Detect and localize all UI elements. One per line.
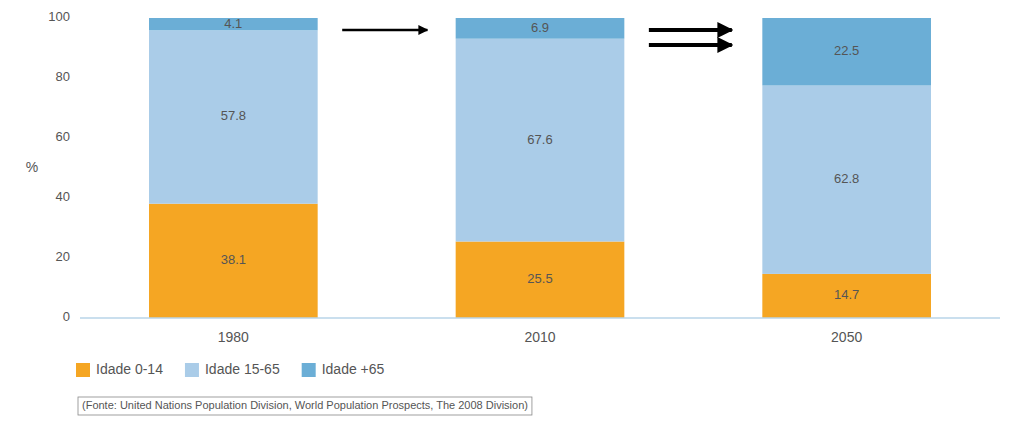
x-axis: 1980 2010 2050	[218, 329, 863, 345]
data-label: 57.8	[221, 108, 246, 123]
data-label: 4.1	[224, 16, 242, 31]
annotations: (Fonte: United Nations Population Divisi…	[78, 397, 532, 415]
bar-segment	[456, 18, 625, 39]
arrows	[342, 30, 732, 45]
source-box	[78, 397, 532, 415]
arrow	[342, 29, 427, 32]
x-axis-line	[80, 317, 1000, 319]
bar-segment	[456, 39, 625, 242]
bar-segment	[762, 274, 931, 318]
legend-label: Idade 0-14	[96, 361, 163, 377]
y-axis: 0 20 40 60 80 100%	[26, 9, 70, 324]
x-tick-label: 1980	[218, 329, 249, 345]
chart-container: 0 20 40 60 80 100% 38.1 25.5 14.7 57.8 67.6 62.8 4.1…	[0, 0, 1024, 434]
legend: Idade 0-14 Idade 15-65 Idade +65	[76, 361, 385, 377]
data-label: 6.9	[531, 20, 549, 35]
y-tick-label: 0	[63, 309, 70, 324]
bar-segment	[456, 242, 625, 319]
data-label: 67.6	[527, 132, 552, 147]
data-labels: 38.1 25.5 14.7 57.8 67.6 62.8 4.1 6.9 22.5	[221, 16, 860, 303]
bar-segment	[762, 18, 931, 86]
page: {"chart_data": {"type": "bar", "stacked"…	[0, 0, 1024, 434]
arrow	[649, 28, 732, 32]
y-tick-label: 40	[56, 189, 70, 204]
bar-segment	[149, 204, 318, 318]
legend-swatch	[185, 363, 199, 377]
arrow	[649, 43, 732, 47]
bars	[149, 18, 931, 318]
y-tick-label: 100	[48, 9, 70, 24]
y-tick-label: 60	[56, 129, 70, 144]
data-label: 62.8	[834, 171, 859, 186]
source-text: (Fonte: United Nations Population Divisi…	[82, 399, 528, 411]
x-tick-label: 2010	[524, 329, 555, 345]
x-tick-label: 2050	[831, 329, 862, 345]
y-tick-label: 80	[56, 69, 70, 84]
data-label: 25.5	[527, 271, 552, 286]
bar-segment	[762, 86, 931, 274]
legend-swatch	[302, 363, 316, 377]
bar-segment	[149, 30, 318, 203]
legend-label: Idade +65	[322, 361, 385, 377]
data-label: 22.5	[834, 43, 859, 58]
chart-svg: 0 20 40 60 80 100% 38.1 25.5 14.7 57.8 67.6 62.8 4.1…	[0, 0, 1024, 434]
y-tick-label: 20	[56, 249, 70, 264]
legend-label: Idade 15-65	[205, 361, 280, 377]
y-axis-label: %	[26, 159, 38, 175]
legend-swatch	[76, 363, 90, 377]
data-label: 38.1	[221, 252, 246, 267]
data-label: 14.7	[834, 287, 859, 302]
